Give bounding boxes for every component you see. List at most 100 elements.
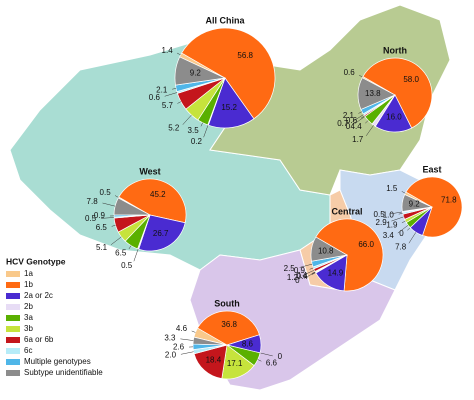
value-label: 5.1: [96, 243, 108, 252]
leader-line: [164, 92, 178, 97]
legend-label: Subtype unidentifiable: [24, 368, 103, 377]
pie-title: South: [214, 298, 240, 308]
value-label: 17.1: [227, 359, 243, 368]
value-label: 0.9: [94, 211, 106, 220]
value-label: 9.2: [409, 200, 421, 209]
leader-line: [133, 248, 139, 262]
value-label: 7.8: [395, 243, 407, 252]
leader-line: [260, 352, 273, 357]
value-label: 36.8: [221, 320, 237, 329]
pie-slice: [192, 336, 228, 346]
leader-line: [361, 115, 365, 119]
leader-line: [200, 122, 203, 127]
value-label: 6.5: [115, 248, 127, 257]
legend-swatch: [6, 315, 20, 321]
leader-line: [172, 88, 177, 90]
value-label: 6.6: [266, 358, 278, 367]
legend-label: 6a or 6b: [24, 335, 54, 344]
leader-line: [312, 272, 316, 275]
pie-chart: South 4.6 36.8 8.6 06.6 17.1 18.4 2.02.63.3: [164, 298, 283, 380]
pie-slice: [362, 57, 433, 129]
pie-slice: [138, 214, 186, 252]
leader-line: [358, 111, 363, 114]
value-label: 4.4: [351, 122, 363, 131]
leader-line: [389, 211, 403, 215]
pie-slice: [207, 77, 255, 129]
value-label: 0.5: [121, 261, 133, 270]
leader-line: [180, 351, 194, 355]
leader-line: [180, 338, 194, 341]
value-label: 4.6: [176, 324, 188, 333]
legend: HCV Genotype 1a 1b 2a or 2c 2b 3a 3b 6a or 6b 6…: [6, 256, 103, 377]
legend-label: 2b: [24, 302, 33, 311]
legend-swatch: [6, 348, 20, 354]
pie-slice: [405, 176, 463, 238]
value-label: 0.4: [297, 272, 309, 281]
leader-line: [101, 217, 115, 219]
pie-slice: [118, 178, 187, 224]
value-label: 0.7: [337, 119, 349, 128]
leader-line: [299, 263, 313, 268]
value-label: 0.5: [374, 210, 386, 219]
leader-line: [352, 114, 364, 122]
value-label: 45.2: [150, 190, 166, 199]
value-label: 2.1: [343, 111, 355, 120]
pie-slice: [193, 344, 228, 380]
leader-line: [407, 227, 411, 231]
leader-line: [114, 195, 119, 198]
value-label: 0.6: [346, 116, 358, 125]
leader-line: [358, 74, 363, 78]
legend-label: Multiple genotypes: [24, 357, 91, 366]
value-label: 13.8: [365, 89, 381, 98]
pie-slice: [197, 310, 260, 346]
value-label: 0.2: [191, 137, 203, 146]
leader-line: [110, 236, 122, 245]
leader-line: [128, 245, 132, 250]
value-label: 2.5: [284, 264, 296, 273]
leader-line: [398, 213, 403, 215]
leader-line: [182, 114, 192, 125]
value-label: 0.6: [344, 68, 356, 77]
value-label: 8.6: [242, 339, 254, 348]
value-label: 71.8: [441, 196, 457, 205]
leader-line: [401, 220, 406, 224]
pie-slice: [315, 218, 384, 292]
pie-title: Central: [331, 206, 362, 216]
leader-line: [176, 52, 181, 56]
leader-line: [303, 272, 316, 279]
leader-line: [365, 125, 374, 136]
leader-line: [354, 116, 366, 125]
pie-slice: [181, 27, 276, 120]
value-label: 2.6: [173, 342, 185, 351]
legend-swatch: [6, 282, 20, 288]
value-label: 1.0: [383, 210, 395, 219]
pie-title: All China: [205, 15, 245, 25]
leader-line: [177, 101, 182, 104]
value-label: 5.2: [168, 124, 180, 133]
value-label: 58.0: [403, 75, 419, 84]
legend-swatch: [6, 326, 20, 332]
pie-title: East: [422, 164, 441, 174]
value-label: 0.5: [85, 214, 97, 223]
leader-line: [111, 225, 116, 227]
value-label: 6.5: [96, 223, 108, 232]
value-label: 15.2: [221, 103, 237, 112]
pie-chart: East 1.5 71.8 7.8 0 3.4 1.92.91.00.5 9.2: [374, 164, 463, 252]
value-label: 5.7: [162, 101, 174, 110]
legend-swatch: [6, 337, 20, 343]
value-label: 1.4: [162, 46, 174, 55]
legend-swatch: [6, 359, 20, 365]
pie-slice: [174, 56, 227, 86]
legend-label: 3a: [24, 313, 33, 322]
leader-line: [203, 124, 209, 138]
value-label: 1.9: [386, 220, 398, 229]
leader-line: [401, 191, 406, 194]
value-label: 0: [399, 229, 404, 238]
value-label: 0: [295, 276, 300, 285]
value-label: 26.7: [153, 229, 169, 238]
leader-line: [191, 330, 196, 333]
